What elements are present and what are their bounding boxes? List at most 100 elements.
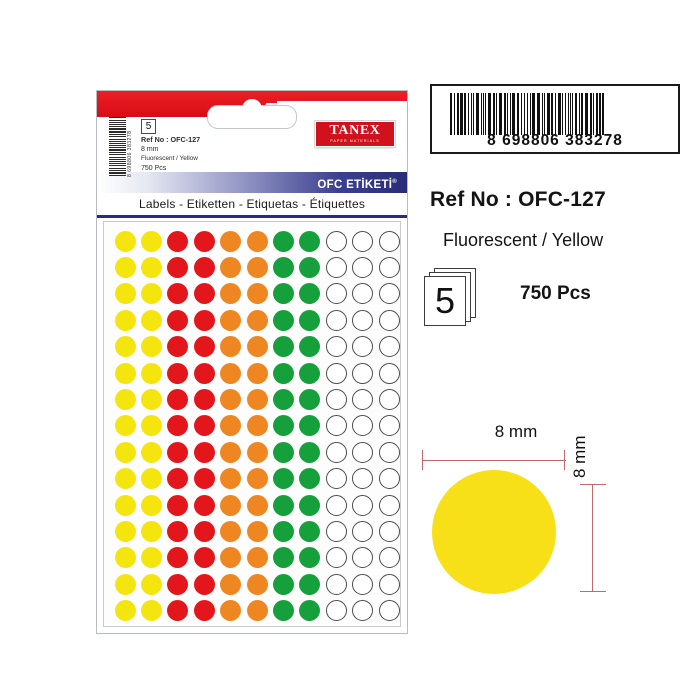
label-dot-hollow bbox=[378, 230, 400, 252]
label-dot-yellow bbox=[141, 415, 163, 437]
label-dot-orange bbox=[220, 441, 242, 463]
label-dot-orange bbox=[246, 336, 268, 358]
label-dot-hollow bbox=[378, 441, 400, 463]
label-dot-yellow bbox=[114, 309, 136, 331]
sheet-count-value: 5 bbox=[434, 280, 456, 321]
series-band: OFC ETİKETİ® bbox=[97, 172, 407, 193]
label-dot-hollow bbox=[378, 573, 400, 595]
label-dot-red bbox=[193, 468, 215, 490]
label-dot-hollow bbox=[352, 309, 374, 331]
label-dot-hollow bbox=[325, 230, 347, 252]
label-dot-yellow bbox=[114, 468, 136, 490]
label-dot-hollow bbox=[325, 389, 347, 411]
product-package: 8 698806 383278 5 Ref No : OFC-127 8 mm … bbox=[96, 90, 408, 634]
package-spec-lines: Ref No : OFC-127 8 mm Fluorescent / Yell… bbox=[141, 135, 200, 173]
label-dot-hollow bbox=[352, 573, 374, 595]
ean-barcode-bars bbox=[450, 93, 662, 135]
label-dot-orange bbox=[246, 441, 268, 463]
height-tick-bottom bbox=[580, 591, 606, 593]
label-dot-yellow bbox=[141, 441, 163, 463]
label-dot-hollow bbox=[378, 547, 400, 569]
label-dot-green bbox=[273, 494, 295, 516]
label-dot-yellow bbox=[141, 389, 163, 411]
label-dot-orange bbox=[246, 230, 268, 252]
label-dot-green bbox=[273, 600, 295, 622]
label-dot-yellow bbox=[114, 283, 136, 305]
label-dot-green bbox=[299, 257, 321, 279]
label-dot-green bbox=[299, 547, 321, 569]
package-color: Fluorescent / Yellow bbox=[141, 155, 198, 162]
label-dot-hollow bbox=[378, 520, 400, 542]
label-dot-orange bbox=[220, 362, 242, 384]
label-dot-orange bbox=[220, 573, 242, 595]
label-dot-red bbox=[167, 520, 189, 542]
label-dot-orange bbox=[220, 283, 242, 305]
series-name-label: OFC ETİKETİ® bbox=[317, 172, 397, 196]
package-sheet-count-box: 5 bbox=[141, 119, 156, 134]
label-dot-orange bbox=[246, 547, 268, 569]
label-dot-green bbox=[273, 415, 295, 437]
label-dot-hollow bbox=[325, 257, 347, 279]
label-dot-hollow bbox=[325, 468, 347, 490]
label-dot-yellow bbox=[114, 547, 136, 569]
label-dot-orange bbox=[220, 230, 242, 252]
label-dot-orange bbox=[246, 573, 268, 595]
label-dot-hollow bbox=[352, 600, 374, 622]
label-dot-hollow bbox=[352, 362, 374, 384]
tanex-logo-name: TANEX bbox=[329, 123, 381, 138]
product-ref-no: Ref No : OFC-127 bbox=[430, 188, 606, 211]
label-dot-hollow bbox=[325, 494, 347, 516]
label-dot-yellow bbox=[114, 441, 136, 463]
label-dot-green bbox=[273, 547, 295, 569]
label-dot-hollow bbox=[378, 494, 400, 516]
label-dot-green bbox=[299, 389, 321, 411]
label-dot-red bbox=[167, 600, 189, 622]
label-dot-hollow bbox=[352, 494, 374, 516]
label-dot-orange bbox=[246, 415, 268, 437]
trademark-symbol: ® bbox=[392, 179, 397, 185]
label-dot-hollow bbox=[325, 283, 347, 305]
label-dot-yellow bbox=[141, 336, 163, 358]
label-dot-red bbox=[167, 309, 189, 331]
label-dot-green bbox=[273, 230, 295, 252]
label-dot-yellow bbox=[114, 573, 136, 595]
label-dot-green bbox=[273, 468, 295, 490]
label-dot-green bbox=[273, 441, 295, 463]
label-dot-hollow bbox=[378, 389, 400, 411]
label-dot-green bbox=[299, 309, 321, 331]
series-name-text: OFC ETİKETİ bbox=[317, 178, 393, 191]
label-dot-orange bbox=[220, 494, 242, 516]
label-dot-orange bbox=[246, 520, 268, 542]
label-dot-yellow bbox=[114, 257, 136, 279]
label-dot-yellow bbox=[114, 415, 136, 437]
label-dot-orange bbox=[220, 520, 242, 542]
label-dot-hollow bbox=[325, 441, 347, 463]
label-dot-green bbox=[299, 415, 321, 437]
label-dot-green bbox=[299, 283, 321, 305]
package-piece-count: 750 Pcs bbox=[141, 164, 167, 172]
label-dot-red bbox=[193, 389, 215, 411]
label-dot-hollow bbox=[378, 257, 400, 279]
label-dot-yellow bbox=[114, 520, 136, 542]
label-dot-red bbox=[167, 336, 189, 358]
label-dot-green bbox=[299, 520, 321, 542]
label-dot-hollow bbox=[325, 600, 347, 622]
product-color-name: Fluorescent / Yellow bbox=[443, 230, 604, 250]
label-dot-orange bbox=[246, 283, 268, 305]
label-dot-red bbox=[193, 415, 215, 437]
height-dimension-line bbox=[592, 484, 594, 592]
label-dot-green bbox=[299, 230, 321, 252]
label-dot-yellow bbox=[114, 336, 136, 358]
label-dot-hollow bbox=[378, 283, 400, 305]
label-dot-green bbox=[273, 336, 295, 358]
label-dot-orange bbox=[220, 600, 242, 622]
label-dot-orange bbox=[246, 362, 268, 384]
label-dot-red bbox=[193, 362, 215, 384]
multilingual-label: Labels - Etiketten - Etiquetas - Étiquet… bbox=[97, 193, 407, 215]
label-dot-green bbox=[299, 573, 321, 595]
label-dot-hollow bbox=[352, 257, 374, 279]
label-dot-hollow bbox=[378, 362, 400, 384]
label-dot-hollow bbox=[352, 336, 374, 358]
label-dot-yellow bbox=[114, 230, 136, 252]
label-dot-red bbox=[167, 257, 189, 279]
